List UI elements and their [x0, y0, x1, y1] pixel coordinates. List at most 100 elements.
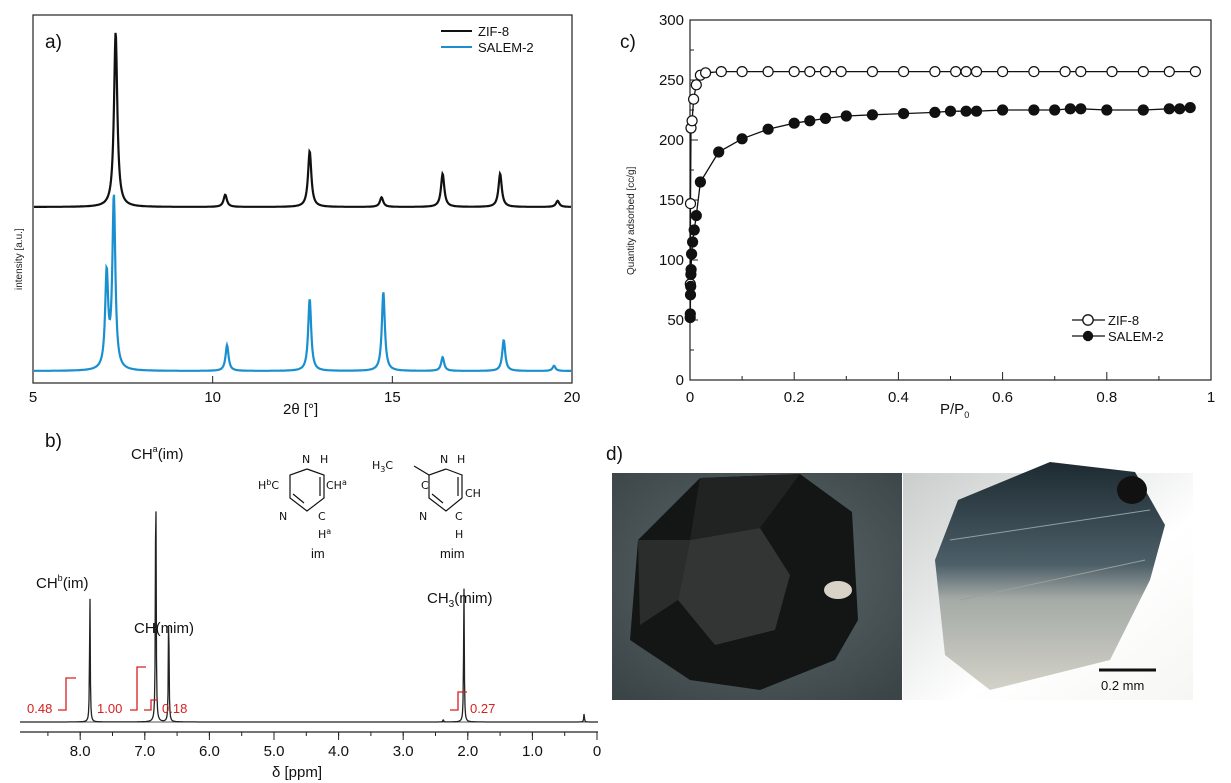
nmr-xtick-label: 0 [593, 743, 601, 760]
panel-b-xlabel: δ [ppm] [272, 764, 322, 781]
zif8-point [788, 65, 800, 78]
salem2-point [690, 210, 702, 222]
nmr-xtick-label: 2.0 [457, 743, 478, 760]
im-atom-n-left: N [279, 510, 287, 523]
nmr-xtick-label: 8.0 [70, 743, 91, 760]
salem2-point [1101, 104, 1113, 116]
zif8-point [996, 65, 1009, 78]
nmr-xtick-label: 3.0 [393, 743, 414, 760]
salem2-point [713, 146, 725, 158]
mim-ring-bonds [428, 468, 463, 512]
panel-c-letter: c) [620, 32, 636, 53]
legend-salem2-label: SALEM-2 [478, 40, 534, 55]
xtick-label: 15 [384, 389, 401, 406]
zif8-point [1189, 65, 1202, 78]
peak-label-chb-im: CHb(im) [36, 573, 89, 592]
salem2-point [686, 236, 699, 248]
zif8-point [686, 115, 698, 127]
salem2-point [694, 176, 707, 188]
crystal-2-body [935, 462, 1165, 690]
mim-atom-c-left: C [421, 479, 429, 492]
zif8-point [1075, 65, 1087, 78]
salem2-point [804, 115, 816, 127]
salem2-point [897, 107, 910, 120]
xtick-label: 10 [204, 389, 221, 406]
nmr-xtick-label: 6.0 [199, 743, 220, 760]
salem2-point [1064, 103, 1076, 115]
imidazole-structure [289, 468, 325, 512]
panel-b-xticks: 8.0 7.0 6.0 5.0 4.0 3.0 2.0 1.0 0 [47, 732, 601, 760]
panel-a-ylabel: intensity [a.u.] [14, 228, 25, 290]
salem2-point [996, 104, 1009, 116]
salem2-point [685, 248, 698, 260]
zif8-point [762, 65, 774, 78]
integral-trace-ch3-mim [450, 691, 467, 711]
crystal-2-shadow [1117, 476, 1147, 504]
zif8-point [929, 65, 941, 78]
salem2-point [736, 133, 748, 145]
legend-c-zif8-label: ZIF-8 [1108, 313, 1139, 328]
mim-atom-c-bottom: C [455, 510, 463, 523]
peak-label-ch-mim: CH(mim) [134, 620, 194, 637]
c-ytick-label: 200 [659, 132, 684, 149]
salem2-point [1163, 103, 1175, 115]
xtick-label: 20 [564, 389, 581, 406]
im-atom-n-top: N [302, 453, 310, 466]
panel-c-ticks: 0 0.2 0.4 0.6 0.8 1 0 50 100 150 200 250 300 [659, 12, 1215, 406]
legend-c-salem2-label: SALEM-2 [1108, 329, 1164, 344]
zif8-point [687, 93, 700, 105]
crystal-1-hexagon-face [678, 528, 790, 645]
salem2-xrd-line [34, 194, 571, 372]
zif8-xrd-line [34, 32, 571, 208]
im-ring-bonds [289, 468, 325, 512]
integral-value-cha: 1.00 [97, 701, 122, 716]
c-xtick-label: 0.4 [888, 389, 909, 406]
integral-trace-ch-mim [144, 699, 158, 711]
salem2-point [1075, 103, 1087, 115]
integral-trace-cha [130, 666, 146, 711]
legend-salem2-marker [1082, 330, 1094, 342]
salem2-point [866, 109, 879, 121]
zif8-point [1163, 65, 1175, 78]
salem2-point [960, 105, 972, 117]
im-double-bond-1 [292, 493, 305, 504]
isotherm-points [684, 65, 1202, 324]
methylimidazole-labels: H3C N H C CH N C H mim [372, 453, 481, 561]
panel-d: d) [606, 444, 1193, 700]
panel-a: a) intensity [a.u.] 5 10 15 20 2θ [°] ZIF-8… [14, 14, 581, 418]
salem2-point [788, 117, 800, 129]
zif8-point [866, 65, 879, 78]
integral-value-chb: 0.48 [27, 701, 52, 716]
c-ytick-label: 0 [676, 372, 684, 389]
zif8-point [736, 65, 748, 78]
c-xtick-label: 1 [1207, 389, 1215, 406]
nmr-xtick-label: 1.0 [522, 743, 543, 760]
c-ytick-label: 150 [659, 192, 684, 209]
mim-atom-ch-right: CH [465, 487, 481, 500]
c-xtick-label: 0.2 [784, 389, 805, 406]
zif8-point [819, 65, 832, 78]
panel-c-legend: ZIF-8 SALEM-2 [1072, 313, 1164, 344]
panel-b: b) 8.0 7.0 6.0 5.0 4.0 3.0 2.0 1.0 0 δ [ppm] 0.4… [20, 431, 601, 781]
nmr-spectrum-line [20, 511, 598, 723]
im-atom-ha: Ha [318, 527, 331, 541]
crystal-1-facet [638, 540, 690, 625]
zif8-point [699, 67, 712, 79]
im-atom-c-bottom: C [318, 510, 326, 523]
zif8-point [804, 65, 816, 78]
im-atom-hbc: HbC [258, 478, 279, 492]
scale-bar-label: 0.2 mm [1101, 678, 1144, 693]
im-atom-h-top: H [320, 453, 328, 466]
crystal-1-reflection [824, 581, 852, 599]
salem2-point [684, 308, 696, 320]
panel-c-xlabel: P/P0 [940, 401, 969, 420]
zif8-point [690, 79, 702, 91]
salem2-point [1049, 104, 1061, 116]
panel-d-letter: d) [606, 444, 623, 465]
xtick-label: 5 [29, 389, 37, 406]
salem2-crystal-photo [903, 462, 1193, 700]
mim-atom-n-top: N [440, 453, 448, 466]
salem2-point [944, 105, 957, 117]
zif8-point [715, 65, 727, 78]
salem2-point [688, 224, 700, 236]
